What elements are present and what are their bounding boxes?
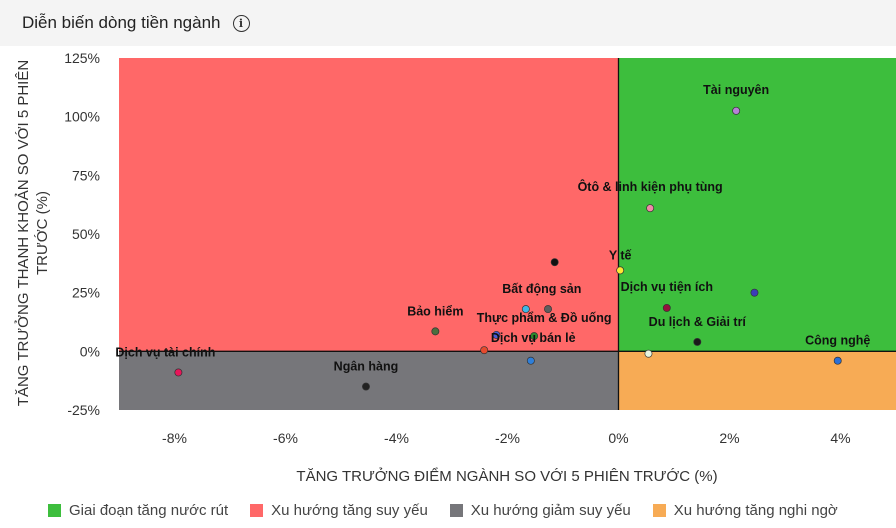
point-label: Bảo hiểm (407, 304, 463, 318)
point-label: Công nghệ (805, 334, 870, 348)
x-tick-label: -4% (384, 430, 409, 446)
y-tick-label: 100% (64, 109, 100, 125)
chart-header: Diễn biến dòng tiền ngành i (0, 0, 896, 46)
x-tick-label: 0% (608, 430, 628, 446)
point-label: Tài nguyên (703, 83, 769, 97)
chart-title: Diễn biến dòng tiền ngành (22, 13, 221, 32)
data-point[interactable] (431, 327, 440, 336)
data-point[interactable] (750, 288, 759, 297)
data-point[interactable] (492, 330, 501, 339)
legend-swatch (250, 503, 264, 517)
y-tick-label: 25% (72, 285, 100, 301)
y-tick-label: 125% (64, 50, 100, 66)
data-point[interactable] (550, 258, 559, 267)
legend-item[interactable]: Giai đoạn tăng nước rút (48, 502, 228, 519)
point-label: Y tế (609, 248, 632, 262)
point-label: Bất động sản (502, 282, 581, 296)
point-label: Dịch vụ bán lẻ (491, 331, 576, 345)
point-label: Dịch vụ tài chính (115, 345, 215, 359)
data-point[interactable] (530, 332, 539, 341)
y-tick-labels: 125% 100% 75% 50% 25% 0% -25% (64, 50, 100, 418)
data-point[interactable] (544, 305, 552, 314)
y-tick-label: 75% (72, 167, 100, 183)
quadrant-bottom-left (119, 351, 619, 410)
data-point[interactable] (362, 382, 370, 391)
legend-label: Giai đoạn tăng nước rút (69, 501, 229, 519)
data-point[interactable] (662, 303, 671, 312)
y-tick-label: 0% (80, 343, 100, 359)
scatter-chart: 125% 100% 75% 50% 25% 0% -25% -8% -6% -4% -2% 0% 2%… (14, 50, 896, 485)
y-axis-label: TĂNG TRƯỞNG THANH KHOẢN SO VỚI 5 PHIÊN TR… (14, 60, 51, 406)
point-label: Ôtô & linh kiện phụ tùng (578, 179, 723, 194)
point-label: Dịch vụ tiện ích (621, 280, 713, 294)
quadrant-backgrounds (119, 58, 896, 410)
point-label: Du lịch & Giải trí (649, 315, 747, 329)
legend-item[interactable]: Xu hướng tăng nghi ngờ (652, 501, 838, 519)
x-tick-label: 2% (719, 430, 739, 446)
x-tick-label: -8% (162, 430, 187, 446)
data-point[interactable] (616, 266, 625, 275)
legend-swatch (652, 503, 666, 517)
info-icon[interactable]: i (232, 14, 250, 32)
legend-label: Xu hướng tăng suy yếu (271, 501, 428, 519)
data-point[interactable] (646, 204, 655, 213)
legend: Giai đoạn tăng nước rút Xu hướng tăng suy… (48, 500, 860, 520)
data-point[interactable] (521, 305, 530, 314)
y-tick-label: -25% (67, 402, 100, 418)
x-tick-labels: -8% -6% -4% -2% 0% 2% 4% (162, 430, 851, 446)
data-points (174, 106, 842, 391)
data-point[interactable] (732, 106, 741, 115)
data-point[interactable] (526, 356, 535, 365)
y-tick-label: 50% (72, 226, 100, 242)
x-tick-label: -6% (273, 430, 298, 446)
data-point[interactable] (644, 349, 653, 358)
legend-label: Xu hướng tăng nghi ngờ (673, 501, 838, 519)
quadrant-top-right (618, 58, 896, 352)
legend-item[interactable]: Xu hướng tăng suy yếu (250, 502, 428, 519)
point-label: Thực phẩm & Đồ uống (477, 311, 612, 325)
legend-label: Xu hướng giảm suy yếu (470, 501, 631, 519)
x-tick-label: 4% (830, 430, 850, 446)
x-tick-label: -2% (495, 430, 520, 446)
point-labels: Tài nguyên Ôtô & linh kiện phụ tùng Y tế Bấ… (115, 83, 870, 374)
axis-lines (119, 58, 896, 410)
point-label: Ngân hàng (334, 360, 399, 374)
data-point[interactable] (174, 368, 183, 377)
quadrant-bottom-right (618, 351, 896, 410)
legend-swatch (48, 503, 61, 517)
legend-item[interactable]: Xu hướng giảm suy yếu (449, 501, 631, 519)
quadrant-top-left (119, 58, 619, 352)
legend-swatch (449, 503, 463, 517)
data-point[interactable] (480, 346, 489, 355)
data-point[interactable] (833, 356, 842, 365)
x-axis-label: TĂNG TRƯỞNG ĐIỂM NGÀNH SO VỚI 5 PHIÊN TR… (296, 467, 717, 485)
data-point[interactable] (693, 337, 702, 346)
